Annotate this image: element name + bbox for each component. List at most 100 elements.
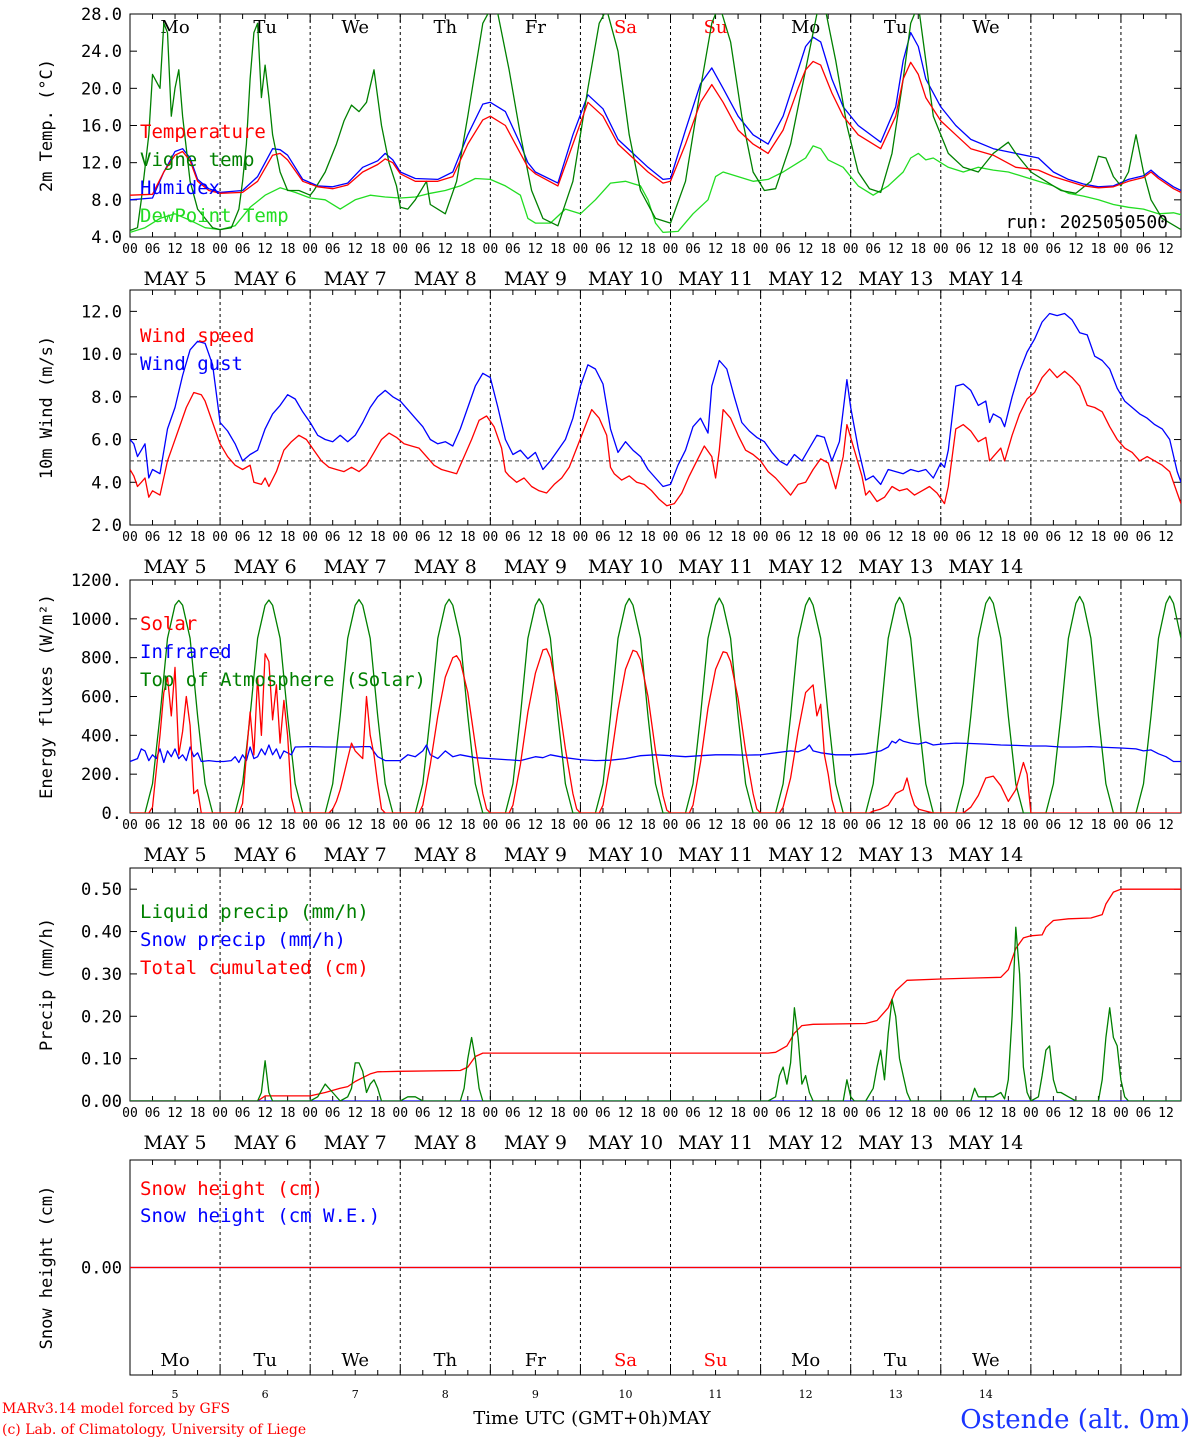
- hour-label: 06: [415, 242, 431, 257]
- date-label: MAY 6: [234, 556, 297, 578]
- hour-label: 00: [753, 242, 769, 257]
- hour-label: 06: [235, 530, 251, 545]
- y-tick-label: 0.00: [81, 1092, 122, 1112]
- hour-label: 12: [798, 242, 814, 257]
- series-infrared: [130, 738, 1181, 764]
- hour-label: 18: [820, 818, 836, 833]
- date-label: MAY 12: [768, 556, 843, 578]
- y-axis-title: Snow height (cm): [37, 1186, 57, 1350]
- panel-frame: [129, 13, 1182, 238]
- hour-label: 18: [640, 530, 656, 545]
- day-name-label: Tu: [884, 1350, 908, 1371]
- series-top-of-atmosphere-solar: [130, 595, 1181, 813]
- series-group: [130, 14, 1181, 234]
- hour-label: 18: [370, 1106, 386, 1121]
- legend-entry: Snow height (cm): [140, 1178, 323, 1200]
- hour-label: 18: [1091, 1106, 1107, 1121]
- hour-label: 06: [505, 1106, 521, 1121]
- hour-label: 06: [145, 1106, 161, 1121]
- series-group: [130, 595, 1181, 813]
- day-name-label: Sa: [614, 17, 637, 38]
- date-label: MAY 6: [234, 1132, 297, 1154]
- series-humidex: [130, 31, 1181, 201]
- y-tick-label: 28.0: [81, 5, 122, 25]
- hour-label: 06: [775, 530, 791, 545]
- hour-label: 18: [1001, 1106, 1017, 1121]
- hour-label: 00: [843, 242, 859, 257]
- hour-label: 12: [167, 1106, 183, 1121]
- y-tick-label: 4.0: [91, 473, 122, 493]
- day-name-label: We: [341, 17, 369, 38]
- hour-label: 12: [167, 530, 183, 545]
- hour-label: 18: [190, 1106, 206, 1121]
- panel-frame: [129, 289, 1182, 526]
- hour-label: 18: [1091, 818, 1107, 833]
- hour-label: 12: [437, 530, 453, 545]
- hour-label: 00: [933, 242, 949, 257]
- hour-label: 00: [843, 818, 859, 833]
- hour-label: 18: [550, 242, 566, 257]
- hour-label: 12: [347, 1106, 363, 1121]
- hour-label: 12: [888, 818, 904, 833]
- legend-entry: Total cumulated (cm): [140, 957, 369, 979]
- hour-label: 06: [235, 1106, 251, 1121]
- hour-label: 12: [618, 818, 634, 833]
- date-label: MAY 7: [324, 844, 387, 866]
- y-tick-label: 800.: [81, 649, 122, 669]
- hour-label: 00: [122, 818, 138, 833]
- hour-label: 00: [392, 242, 408, 257]
- hour-label: 18: [820, 242, 836, 257]
- hour-label: 06: [685, 1106, 701, 1121]
- date-label: MAY 12: [768, 1132, 843, 1154]
- hour-label: 06: [865, 242, 881, 257]
- y-tick-label: 10.0: [81, 345, 122, 365]
- hour-label: 12: [1068, 242, 1084, 257]
- series-vigne-temp: [130, 14, 1181, 232]
- panel-precip: 0.00 0.10 0.20 0.30 0.40 0.50 Precip (mm/h) 00 0…: [37, 867, 1182, 1154]
- hour-label: 18: [730, 242, 746, 257]
- hour-label: 06: [1136, 818, 1152, 833]
- y-tick-label: 4.0: [91, 228, 122, 248]
- hour-label: 06: [955, 818, 971, 833]
- hour-label: 00: [753, 818, 769, 833]
- legend-entry: Snow height (cm W.E.): [140, 1205, 380, 1227]
- time-axis-label: Time UTC (GMT+0h)MAY: [473, 1408, 712, 1429]
- hour-label: 06: [1046, 1106, 1062, 1121]
- date-label: MAY 9: [504, 268, 567, 290]
- hour-label: 06: [1136, 1106, 1152, 1121]
- hour-label: 06: [1136, 242, 1152, 257]
- day-name-label: Mo: [160, 1350, 189, 1371]
- day-number-label: 6: [262, 1388, 269, 1401]
- hour-label: 18: [910, 530, 926, 545]
- hour-label: 18: [730, 818, 746, 833]
- day-number-label: 12: [799, 1388, 813, 1401]
- hour-label: 06: [1046, 530, 1062, 545]
- hour-label: 06: [325, 530, 341, 545]
- hour-label: 00: [1113, 530, 1129, 545]
- hour-label: 00: [663, 818, 679, 833]
- day-name-label: We: [972, 17, 1000, 38]
- hour-label: 06: [1046, 242, 1062, 257]
- hour-label: 18: [370, 818, 386, 833]
- date-label: MAY 8: [414, 556, 477, 578]
- date-label: MAY 5: [144, 1132, 207, 1154]
- hour-label: 00: [573, 242, 589, 257]
- hour-label: 18: [550, 1106, 566, 1121]
- hour-label: 00: [573, 818, 589, 833]
- panel-snow: 0.00 Snow height (cm) 5 6 7 8 9 10 11 12 13 14 Mo Tu W…: [37, 1159, 1182, 1401]
- legend-entry: DewPoint Temp: [140, 205, 289, 227]
- hour-label: 00: [933, 530, 949, 545]
- y-tick-label: 400.: [81, 726, 122, 746]
- series-total-cumulated-cm: [130, 888, 1181, 1101]
- hour-label: 00: [1113, 242, 1129, 257]
- hour-label: 06: [325, 1106, 341, 1121]
- date-label: MAY 10: [588, 268, 663, 290]
- date-label: MAY 13: [858, 268, 933, 290]
- panel-temp: 4.0 8.0 12.0 16.0 20.0 24.0 28.0 2m Temp. (°C) 0…: [37, 5, 1182, 290]
- y-axis-title: Energy fluxes (W/m²): [37, 594, 57, 799]
- day-number-label: 10: [618, 1388, 632, 1401]
- date-label: MAY 13: [858, 1132, 933, 1154]
- day-number-label: 11: [709, 1388, 723, 1401]
- date-label: MAY 11: [678, 844, 753, 866]
- hour-label: 06: [955, 1106, 971, 1121]
